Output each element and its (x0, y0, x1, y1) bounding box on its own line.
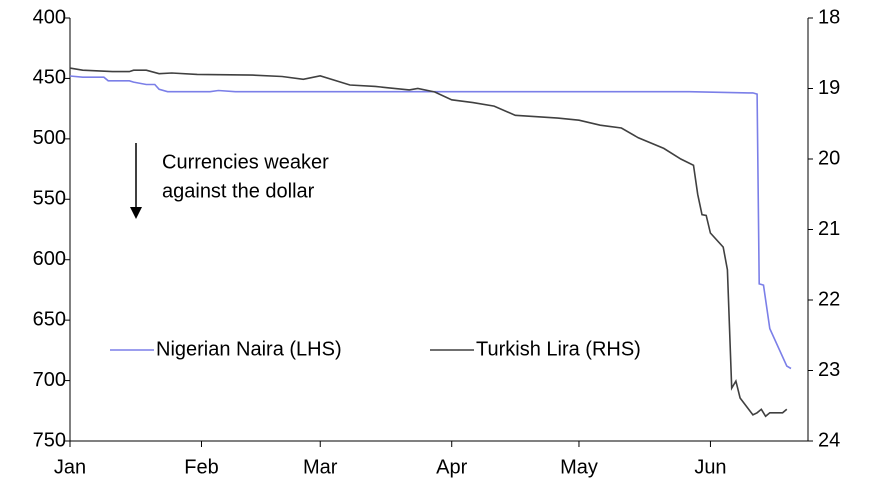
y-tick-label: 550 (33, 188, 66, 210)
legend-label: Turkish Lira (RHS) (476, 338, 641, 360)
series-line (69, 67, 788, 418)
y2-tick-label: 19 (818, 77, 840, 99)
annotation: Currencies weaker (162, 151, 329, 173)
y-tick-label: 450 (33, 67, 66, 89)
y-tick-label: 750 (33, 429, 66, 451)
y-tick-label: 400 (33, 6, 66, 28)
annotation: against the dollar (162, 180, 315, 202)
x-tick-label: Apr (436, 456, 467, 478)
x-tick-label: Jun (694, 456, 726, 478)
arrow-head (130, 207, 142, 219)
y-tick-label: 500 (33, 127, 66, 149)
y2-tick-label: 24 (818, 429, 840, 451)
y-tick-label: 600 (33, 248, 66, 270)
y2-tick-label: 21 (818, 218, 840, 240)
y2-tick-label: 23 (818, 359, 840, 381)
y-tick-label: 700 (33, 369, 66, 391)
y2-tick-label: 20 (818, 147, 840, 169)
x-tick-label: May (560, 456, 598, 478)
x-tick-label: Feb (184, 456, 218, 478)
legend-label: Nigerian Naira (LHS) (156, 338, 342, 360)
x-tick-label: Jan (54, 456, 86, 478)
x-tick-label: Mar (303, 456, 338, 478)
y2-tick-label: 22 (818, 288, 840, 310)
y-tick-label: 650 (33, 308, 66, 330)
series-line (69, 75, 792, 370)
y2-tick-label: 18 (818, 6, 840, 28)
